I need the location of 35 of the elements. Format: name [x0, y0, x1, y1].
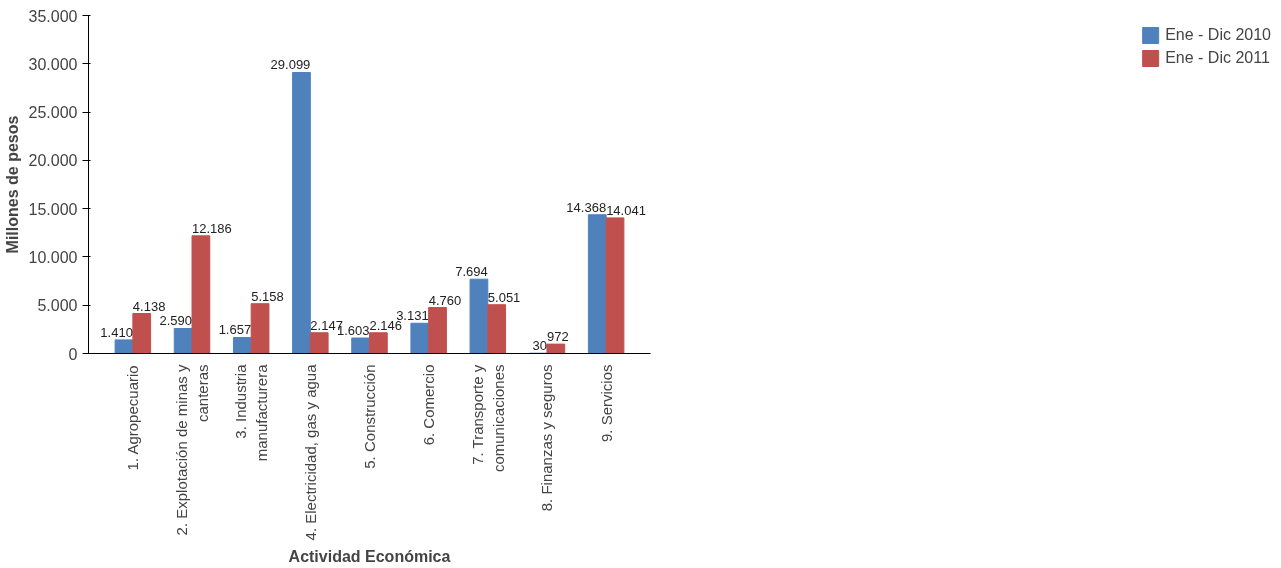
y-tick-label: 5.000 [37, 297, 78, 315]
y-tick-label: 15.000 [28, 200, 78, 218]
data-label: 2.590 [159, 313, 193, 329]
x-tick-label: 1. Agropecuario [124, 365, 142, 471]
x-axis-title: Actividad Económica [288, 548, 451, 566]
data-label: 4.138 [132, 298, 166, 314]
data-label: 12.186 [192, 220, 232, 236]
data-label: 1.410 [100, 324, 133, 340]
data-label: 4.760 [428, 292, 462, 308]
data-label: 972 [546, 329, 569, 345]
data-label: 30 [532, 338, 547, 354]
data-label: 5.158 [251, 288, 284, 304]
data-label: 14.368 [566, 199, 607, 215]
x-tick-label: 2. Explotación de minas y canteras [173, 364, 211, 536]
data-label: 1.657 [218, 322, 252, 338]
data-label: 14.041 [606, 202, 646, 218]
y-tick-label: 30.000 [28, 55, 78, 73]
y-tick-label: 10.000 [28, 248, 78, 266]
x-tick-label: 3. Industria manufacturera [232, 363, 270, 462]
y-tick-label: 35.000 [28, 7, 78, 25]
data-label: 29.099 [270, 57, 311, 73]
x-tick-label: 6. Comercio [420, 364, 438, 446]
data-label: 7.694 [455, 264, 488, 280]
x-tick-label: 8. Finanzas y seguros [538, 364, 556, 512]
x-tick-label: 4. Electricidad, gas y agua [301, 363, 319, 541]
data-label: 5.051 [487, 289, 521, 305]
x-tick-label: 7. Transporte y comunicaciones [469, 364, 507, 473]
x-tick-label: 5. Construcción [361, 364, 378, 469]
y-tick-label: 25.000 [28, 104, 78, 122]
legend-label: Ene - Dic 2011 [1165, 49, 1270, 67]
legend-label: Ene - Dic 2010 [1165, 26, 1271, 44]
y-tick-label: 0 [68, 345, 78, 363]
y-axis-title: Millones de pesos [3, 115, 21, 254]
x-tick-label: 9. Servicios [597, 364, 615, 443]
y-tick-label: 20.000 [28, 152, 78, 170]
